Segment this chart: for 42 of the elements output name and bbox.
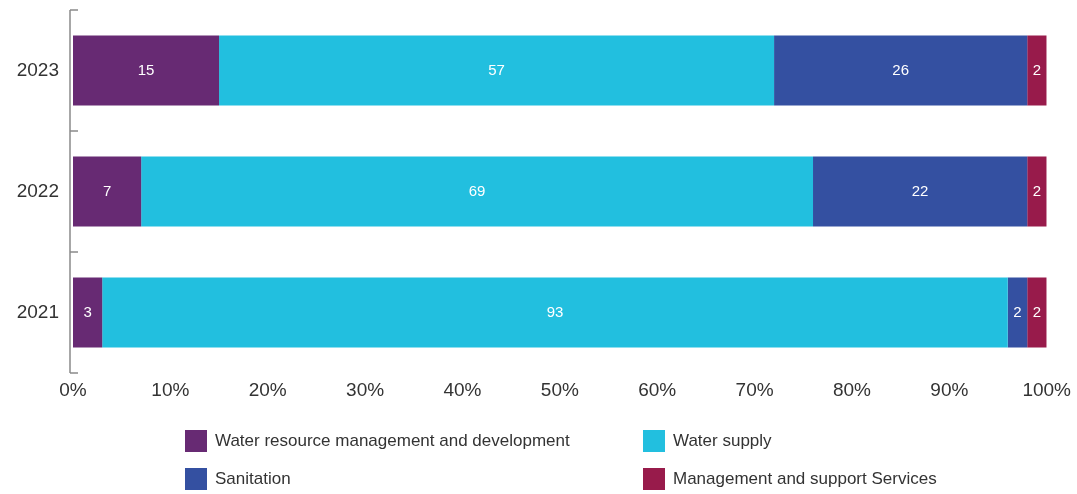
x-tick-label: 80% bbox=[832, 378, 872, 400]
bar bbox=[219, 35, 775, 106]
data-label: 2 bbox=[1032, 60, 1042, 78]
data-label: 93 bbox=[546, 302, 564, 320]
x-tick-label: 20% bbox=[248, 378, 287, 400]
legend-label: Management and support Services bbox=[673, 469, 937, 489]
x-tick-label: 30% bbox=[346, 378, 385, 400]
legend-label: Water supply bbox=[673, 431, 772, 451]
data-label: 15 bbox=[137, 60, 155, 78]
data-label: 2 bbox=[1032, 302, 1042, 320]
data-label: 22 bbox=[911, 181, 929, 199]
legend-label: Sanitation bbox=[215, 469, 291, 489]
x-tick-label: 50% bbox=[540, 378, 579, 400]
bar bbox=[73, 277, 103, 348]
data-label: 2 bbox=[1032, 181, 1042, 199]
x-tick-label: 90% bbox=[930, 378, 969, 400]
data-label: 26 bbox=[892, 60, 909, 78]
y-tick-label: 2021 bbox=[16, 300, 59, 322]
bar bbox=[102, 277, 1008, 348]
x-tick-label: 60% bbox=[638, 378, 677, 400]
bar bbox=[141, 156, 814, 227]
x-tick-label: 10% bbox=[151, 378, 190, 400]
data-label: 57 bbox=[488, 60, 505, 78]
data-label: 69 bbox=[468, 181, 486, 199]
bar bbox=[73, 35, 220, 106]
data-label: 3 bbox=[83, 302, 92, 320]
bar bbox=[813, 156, 1028, 227]
data-label: 7 bbox=[102, 181, 112, 199]
x-tick-label: 70% bbox=[735, 378, 774, 400]
bar bbox=[1027, 156, 1047, 227]
x-tick-label: 0% bbox=[59, 378, 87, 400]
data-label: 2 bbox=[1013, 302, 1022, 320]
y-tick-label: 2022 bbox=[16, 179, 59, 201]
bar bbox=[1007, 277, 1028, 348]
y-tick-label: 2023 bbox=[16, 58, 59, 80]
bar bbox=[73, 156, 142, 227]
bar bbox=[774, 35, 1028, 106]
bar bbox=[1027, 277, 1047, 348]
legend-label: Water resource management and development bbox=[215, 431, 570, 451]
x-tick-label: 100% bbox=[1022, 378, 1072, 400]
bar bbox=[1027, 35, 1047, 106]
x-tick-label: 40% bbox=[443, 378, 482, 400]
